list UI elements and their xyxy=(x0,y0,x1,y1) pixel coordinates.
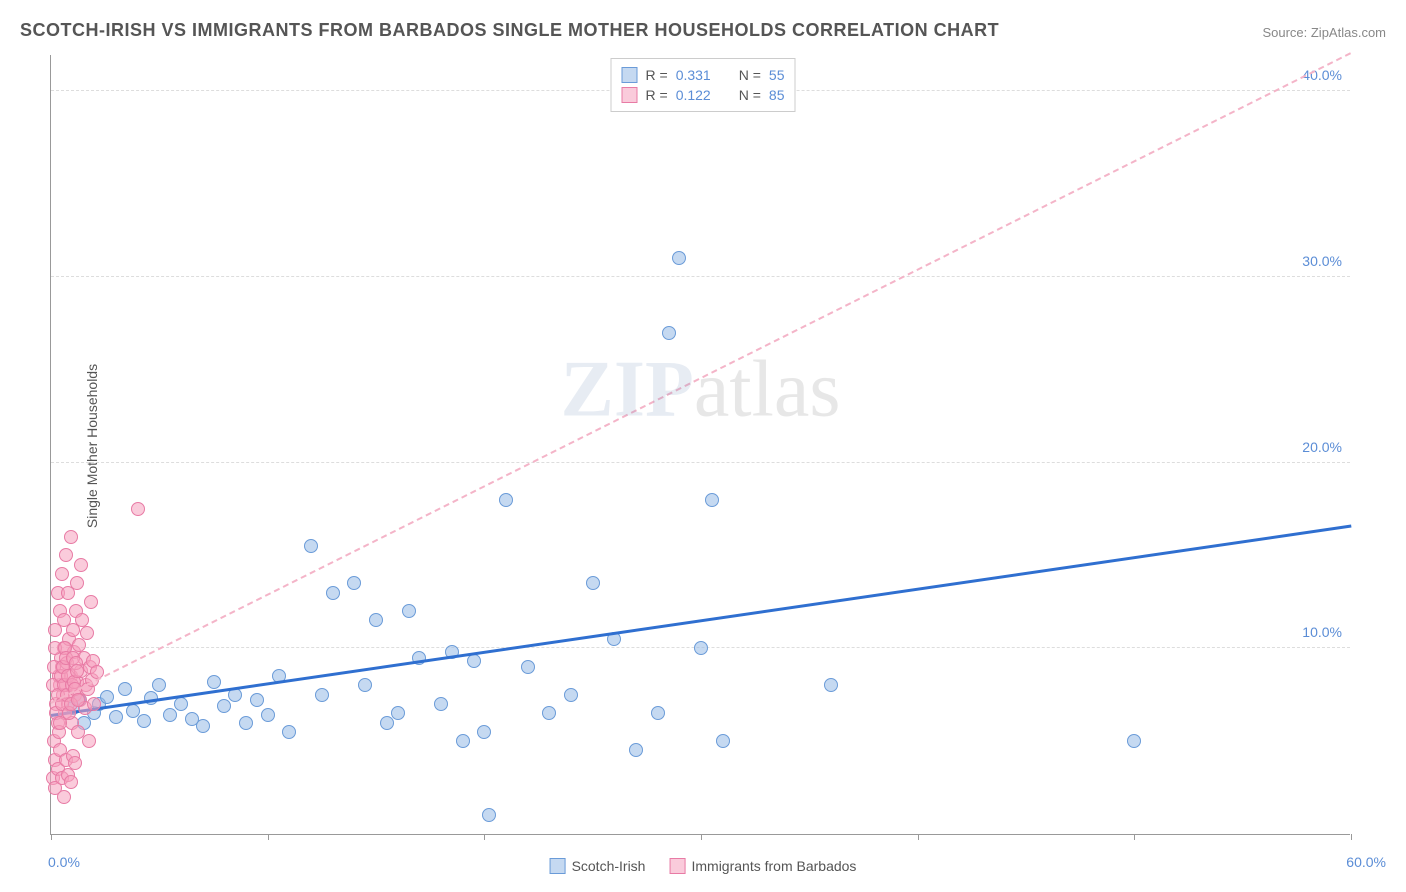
data-point xyxy=(137,714,151,728)
r-value: 0.122 xyxy=(676,87,711,103)
data-point xyxy=(207,675,221,689)
n-value: 55 xyxy=(769,67,785,83)
x-tick xyxy=(918,834,919,840)
data-point xyxy=(217,699,231,713)
trend-line xyxy=(51,525,1351,717)
data-point xyxy=(57,613,71,627)
watermark: ZIPatlas xyxy=(561,344,841,435)
data-point xyxy=(61,586,75,600)
data-point xyxy=(71,693,85,707)
n-label: N = xyxy=(739,67,761,83)
n-label: N = xyxy=(739,87,761,103)
legend-row: R = 0.122 N = 85 xyxy=(622,85,785,105)
data-point xyxy=(100,690,114,704)
data-point xyxy=(57,790,71,804)
data-point xyxy=(304,539,318,553)
x-tick xyxy=(51,834,52,840)
data-point xyxy=(347,576,361,590)
scatter-chart: ZIPatlas 10.0%20.0%30.0%40.0% xyxy=(50,55,1350,835)
data-point xyxy=(456,734,470,748)
data-point xyxy=(672,251,686,265)
y-tick-label: 10.0% xyxy=(1302,624,1342,640)
data-point xyxy=(80,626,94,640)
data-point xyxy=(131,502,145,516)
data-point xyxy=(109,710,123,724)
data-point xyxy=(315,688,329,702)
data-point xyxy=(477,725,491,739)
data-point xyxy=(521,660,535,674)
data-point xyxy=(369,613,383,627)
data-point xyxy=(662,326,676,340)
data-point xyxy=(118,682,132,696)
data-point xyxy=(261,708,275,722)
data-point xyxy=(499,493,513,507)
gridline xyxy=(51,462,1350,463)
correlation-legend: R = 0.331 N = 55 R = 0.122 N = 85 xyxy=(611,58,796,112)
data-point xyxy=(163,708,177,722)
trend-line xyxy=(51,52,1352,704)
data-point xyxy=(64,530,78,544)
x-max-label: 60.0% xyxy=(1346,854,1386,870)
legend-swatch xyxy=(669,858,685,874)
gridline xyxy=(51,276,1350,277)
n-value: 85 xyxy=(769,87,785,103)
data-point xyxy=(1127,734,1141,748)
data-point xyxy=(282,725,296,739)
data-point xyxy=(152,678,166,692)
data-point xyxy=(87,697,101,711)
data-point xyxy=(59,548,73,562)
y-tick-label: 20.0% xyxy=(1302,439,1342,455)
legend-item: Scotch-Irish xyxy=(550,858,646,874)
x-tick xyxy=(484,834,485,840)
r-value: 0.331 xyxy=(676,67,711,83)
y-tick-label: 30.0% xyxy=(1302,253,1342,269)
data-point xyxy=(326,586,340,600)
data-point xyxy=(434,697,448,711)
data-point xyxy=(75,613,89,627)
data-point xyxy=(705,493,719,507)
legend-swatch xyxy=(622,67,638,83)
data-point xyxy=(542,706,556,720)
data-point xyxy=(250,693,264,707)
x-tick xyxy=(701,834,702,840)
data-point xyxy=(239,716,253,730)
legend-label: Immigrants from Barbados xyxy=(691,858,856,874)
r-label: R = xyxy=(646,67,668,83)
series-legend: Scotch-Irish Immigrants from Barbados xyxy=(550,858,857,874)
data-point xyxy=(174,697,188,711)
chart-title: SCOTCH-IRISH VS IMMIGRANTS FROM BARBADOS… xyxy=(20,20,999,41)
legend-item: Immigrants from Barbados xyxy=(669,858,856,874)
data-point xyxy=(358,678,372,692)
data-point xyxy=(467,654,481,668)
data-point xyxy=(482,808,496,822)
data-point xyxy=(402,604,416,618)
watermark-thin: atlas xyxy=(694,345,841,433)
data-point xyxy=(694,641,708,655)
r-label: R = xyxy=(646,87,668,103)
legend-row: R = 0.331 N = 55 xyxy=(622,65,785,85)
data-point xyxy=(629,743,643,757)
x-tick xyxy=(1134,834,1135,840)
data-point xyxy=(716,734,730,748)
data-point xyxy=(74,558,88,572)
data-point xyxy=(824,678,838,692)
legend-swatch xyxy=(622,87,638,103)
data-point xyxy=(82,734,96,748)
data-point xyxy=(64,775,78,789)
data-point xyxy=(84,595,98,609)
data-point xyxy=(651,706,665,720)
legend-swatch xyxy=(550,858,566,874)
data-point xyxy=(55,567,69,581)
data-point xyxy=(564,688,578,702)
data-point xyxy=(391,706,405,720)
x-origin-label: 0.0% xyxy=(48,854,80,870)
data-point xyxy=(68,756,82,770)
data-point xyxy=(196,719,210,733)
x-tick xyxy=(268,834,269,840)
data-point xyxy=(70,664,84,678)
source-label: Source: ZipAtlas.com xyxy=(1262,25,1386,40)
legend-label: Scotch-Irish xyxy=(572,858,646,874)
data-point xyxy=(586,576,600,590)
x-tick xyxy=(1351,834,1352,840)
